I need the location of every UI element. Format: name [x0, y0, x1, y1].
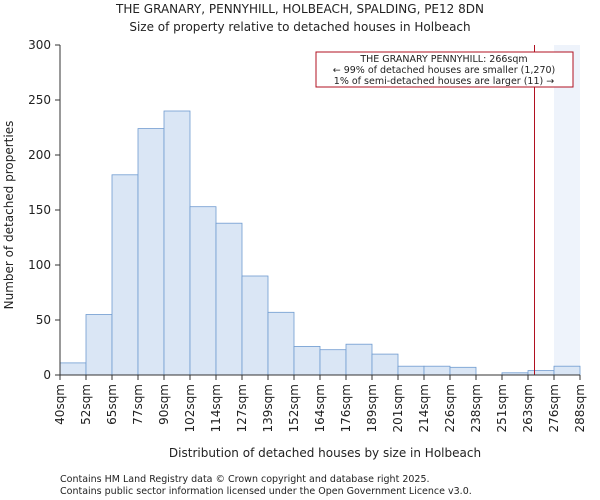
x-axis-label: Distribution of detached houses by size … — [169, 446, 481, 460]
y-tick-label: 250 — [28, 93, 51, 107]
bar-189sqm — [371, 353, 399, 376]
bar-114sqm — [215, 222, 243, 376]
annotation-line-2: ← 99% of detached houses are smaller (1,… — [333, 65, 556, 76]
bar-214sqm — [423, 365, 451, 376]
x-tick-label: 226sqm — [443, 384, 457, 432]
y-axis-label: Number of detached properties — [2, 121, 16, 310]
x-tick-label: 214sqm — [417, 384, 431, 432]
highlight-region — [554, 45, 580, 375]
x-tick-label: 102sqm — [183, 384, 197, 432]
x-tick-label: 276sqm — [547, 384, 561, 432]
x-tick-label: 114sqm — [209, 384, 223, 432]
y-tick-label: 300 — [28, 38, 51, 52]
footer-line-1: Contains HM Land Registry data © Crown c… — [60, 474, 430, 485]
bar-263sqm — [527, 370, 555, 376]
bar-226sqm — [449, 366, 477, 376]
bar-40sqm — [59, 362, 87, 376]
x-tick-label: 288sqm — [573, 384, 587, 432]
bar-52sqm — [85, 314, 113, 376]
x-tick-label: 164sqm — [313, 384, 327, 432]
annotation-line-1: THE GRANARY PENNYHILL: 266sqm — [359, 54, 527, 65]
x-tick-label: 52sqm — [79, 384, 93, 425]
chart-subtitle: Size of property relative to detached ho… — [129, 20, 470, 34]
annotation-border — [315, 51, 574, 88]
x-tick-label: 152sqm — [287, 384, 301, 432]
x-tick-label: 139sqm — [261, 384, 275, 432]
bar-139sqm — [267, 311, 295, 376]
x-tick-label: 127sqm — [235, 384, 249, 432]
bar-152sqm — [293, 345, 321, 376]
x-tick-label: 189sqm — [365, 384, 379, 432]
x-tick-label: 77sqm — [131, 384, 145, 425]
bar-164sqm — [319, 349, 347, 376]
x-tick-label: 65sqm — [105, 384, 119, 425]
x-tick-label: 251sqm — [495, 384, 509, 432]
bar-176sqm — [345, 343, 373, 376]
bar-201sqm — [397, 365, 425, 376]
x-tick-label: 90sqm — [157, 384, 171, 425]
bar-77sqm — [137, 128, 165, 376]
y-tick-label: 150 — [28, 203, 51, 217]
footer-line-2: Contains public sector information licen… — [60, 486, 472, 497]
x-tick-label: 201sqm — [391, 384, 405, 432]
x-tick-label: 263sqm — [521, 384, 535, 432]
bar-127sqm — [241, 275, 269, 376]
y-tick-label: 100 — [28, 258, 51, 272]
chart-title: THE GRANARY, PENNYHILL, HOLBEACH, SPALDI… — [115, 2, 484, 16]
x-tick-label: 176sqm — [339, 384, 353, 432]
y-tick-label: 0 — [43, 368, 51, 382]
x-tick-label: 238sqm — [469, 384, 483, 432]
bar-90sqm — [163, 110, 191, 376]
y-tick-label: 50 — [36, 313, 51, 327]
annotation-box: THE GRANARY PENNYHILL: 266sqm ← 99% of d… — [315, 51, 574, 88]
bar-276sqm — [553, 365, 581, 376]
bar-102sqm — [189, 206, 217, 376]
x-tick-label: 40sqm — [53, 384, 67, 425]
y-tick-label: 200 — [28, 148, 51, 162]
annotation-line-3: 1% of semi-detached houses are larger (1… — [334, 76, 554, 87]
bar-65sqm — [111, 174, 139, 376]
